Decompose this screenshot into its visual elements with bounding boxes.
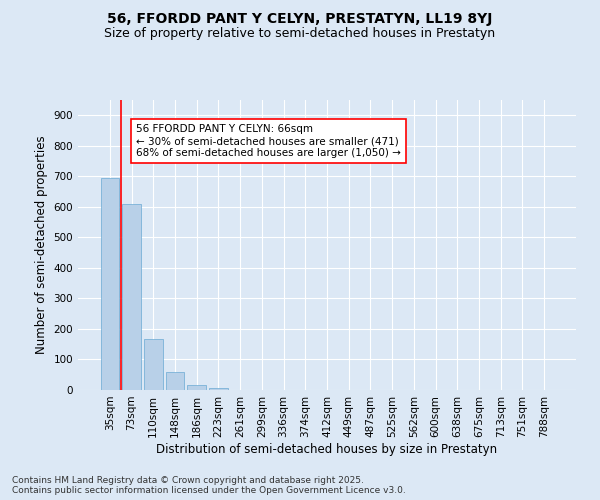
Y-axis label: Number of semi-detached properties: Number of semi-detached properties <box>35 136 48 354</box>
Bar <box>209 388 227 390</box>
Text: Size of property relative to semi-detached houses in Prestatyn: Size of property relative to semi-detach… <box>104 28 496 40</box>
Bar <box>122 204 141 390</box>
X-axis label: Distribution of semi-detached houses by size in Prestatyn: Distribution of semi-detached houses by … <box>157 442 497 456</box>
Text: Contains HM Land Registry data © Crown copyright and database right 2025.
Contai: Contains HM Land Registry data © Crown c… <box>12 476 406 495</box>
Bar <box>101 178 119 390</box>
Bar <box>144 338 163 390</box>
Text: 56 FFORDD PANT Y CELYN: 66sqm
← 30% of semi-detached houses are smaller (471)
68: 56 FFORDD PANT Y CELYN: 66sqm ← 30% of s… <box>136 124 401 158</box>
Text: 56, FFORDD PANT Y CELYN, PRESTATYN, LL19 8YJ: 56, FFORDD PANT Y CELYN, PRESTATYN, LL19… <box>107 12 493 26</box>
Bar <box>187 384 206 390</box>
Bar <box>166 372 184 390</box>
